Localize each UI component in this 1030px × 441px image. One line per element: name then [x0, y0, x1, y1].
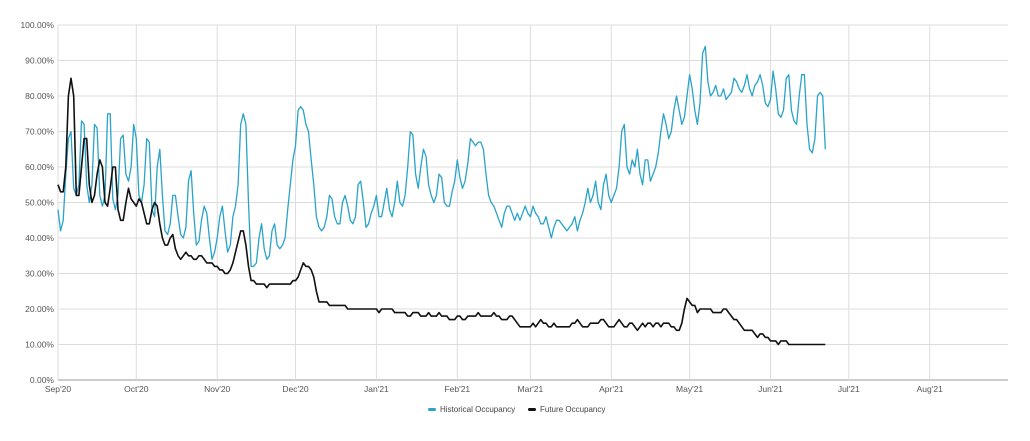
y-tick-label: 50.00% [25, 198, 54, 208]
y-tick-label: 20.00% [25, 304, 54, 314]
y-tick-label: 0.00% [30, 375, 55, 385]
x-tick-label: Jul'21 [838, 384, 860, 394]
y-axis: 0.00% 10.00% 20.00% 30.00% 40.00% 50.00% 60.00… [20, 20, 54, 385]
x-axis: Sep'20 Oct'20 Nov'20 Dec'20 Jan'21 Feb'21 Mar'… [45, 384, 943, 394]
grid-lines [57, 24, 1008, 381]
x-tick-label: Nov'20 [204, 384, 230, 394]
x-tick-label: Jun'21 [758, 384, 783, 394]
y-tick-label: 30.00% [25, 269, 54, 279]
x-tick-label: Feb'21 [444, 384, 470, 394]
legend: Historical Occupancy Future Occupancy [428, 405, 605, 414]
series-historical-occupancy-line[interactable] [57, 45, 826, 268]
y-tick-label: 70.00% [25, 127, 54, 137]
legend-item-future[interactable]: Future Occupancy [528, 405, 605, 414]
y-tick-label: 40.00% [25, 233, 54, 243]
y-tick-label: 80.00% [25, 91, 54, 101]
legend-swatch-historical [428, 408, 436, 411]
legend-label-future: Future Occupancy [540, 405, 605, 414]
x-tick-label: Dec'20 [282, 384, 308, 394]
x-tick-label: Jan'21 [364, 384, 389, 394]
x-tick-label: Aug'21 [917, 384, 943, 394]
x-tick-label: Apr'21 [599, 384, 624, 394]
series-future-occupancy-line[interactable] [57, 77, 826, 346]
y-tick-label: 100.00% [20, 20, 54, 30]
series-lines [57, 45, 826, 346]
x-tick-label: Mar'21 [518, 384, 544, 394]
legend-label-historical: Historical Occupancy [440, 405, 515, 414]
x-tick-label: Oct'20 [124, 384, 149, 394]
legend-swatch-future [528, 408, 536, 411]
y-tick-label: 60.00% [25, 162, 54, 172]
legend-item-historical[interactable]: Historical Occupancy [428, 405, 515, 414]
y-tick-label: 90.00% [25, 56, 54, 66]
x-tick-label: Sep'20 [45, 384, 71, 394]
x-tick-label: May'21 [676, 384, 703, 394]
y-tick-label: 10.00% [25, 340, 54, 350]
